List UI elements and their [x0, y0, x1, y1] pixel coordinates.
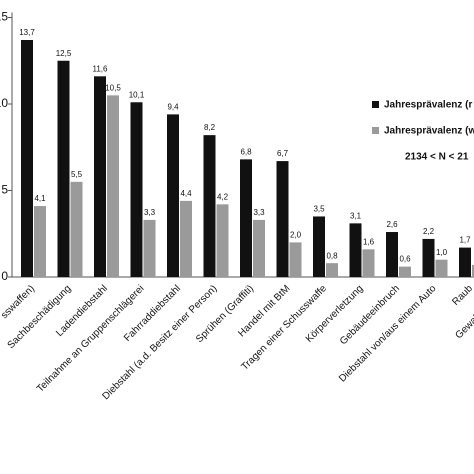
- y-tick-label: 0: [1, 269, 8, 283]
- bar: [167, 114, 179, 277]
- bar: [143, 219, 156, 277]
- value-label: 9,4: [167, 102, 179, 111]
- value-label: 0,8: [326, 251, 338, 260]
- y-tick-label: 15: [0, 10, 8, 24]
- value-label: 10,1: [129, 90, 145, 99]
- bar: [21, 39, 33, 277]
- bar: [216, 204, 229, 277]
- legend-swatch: [372, 101, 379, 108]
- bar: [472, 264, 474, 277]
- bar: [362, 249, 375, 277]
- value-label: 4,4: [180, 189, 192, 198]
- value-label: 12,5: [56, 49, 72, 58]
- bar: [276, 161, 289, 277]
- value-label: 2,2: [423, 227, 435, 236]
- value-label: 1,6: [363, 237, 375, 246]
- bar: [70, 181, 83, 277]
- value-label: 1,7: [459, 236, 471, 245]
- legend-swatch: [372, 127, 379, 134]
- bar: [349, 223, 362, 277]
- value-label: 8,2: [204, 123, 216, 132]
- value-label: 2,6: [386, 220, 398, 229]
- bar: [34, 206, 46, 277]
- bar: [399, 266, 411, 277]
- bar: [203, 135, 216, 277]
- bar: [107, 95, 119, 277]
- bar: [289, 242, 302, 277]
- bar: [240, 159, 252, 277]
- value-label: 3,5: [313, 205, 325, 214]
- value-label: 3,1: [350, 211, 362, 220]
- value-label: 3,3: [253, 208, 265, 217]
- value-label: 6,7: [277, 149, 289, 158]
- bar: [326, 263, 338, 277]
- bar: [422, 238, 435, 277]
- bar: [459, 247, 471, 277]
- value-label: 5,5: [71, 170, 83, 179]
- bar: [253, 219, 265, 277]
- value-label: 6,8: [240, 147, 252, 156]
- value-label: 2,0: [290, 231, 302, 240]
- bar: [180, 200, 192, 277]
- value-label: 4,2: [217, 192, 229, 201]
- legend-label: Jahresprävalenz (r: [384, 100, 472, 111]
- bar: [130, 102, 143, 278]
- bar: [57, 60, 70, 277]
- y-tick-label: 10: [0, 96, 8, 110]
- bar: [386, 232, 398, 277]
- y-tick-label: 5: [1, 183, 8, 197]
- annotation: 2134 < N < 21: [405, 152, 469, 163]
- value-label: 11,6: [93, 64, 109, 73]
- value-label: 13,7: [19, 28, 35, 37]
- legend-label: Jahresprävalenz (w: [384, 126, 474, 137]
- value-label: 1,0: [436, 248, 448, 257]
- bar: [435, 259, 448, 277]
- bar: [313, 216, 325, 277]
- value-label: 10,5: [105, 83, 121, 92]
- value-label: 0,6: [399, 255, 411, 264]
- bar: [94, 76, 106, 277]
- value-label: 4,1: [34, 194, 46, 203]
- value-label: 3,3: [144, 208, 156, 217]
